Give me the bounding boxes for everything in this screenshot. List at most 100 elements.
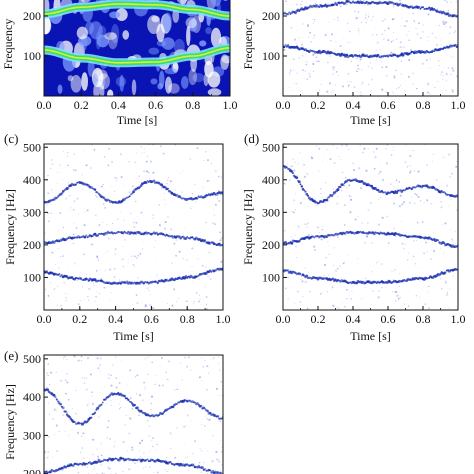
- noise-point: [55, 410, 57, 412]
- noise-point: [125, 414, 127, 417]
- noise-point: [450, 73, 452, 76]
- noise-point: [355, 17, 358, 20]
- noise-point: [193, 462, 195, 464]
- x-tick-label: 0.8: [416, 98, 431, 112]
- curve-2-point: [167, 187, 169, 190]
- noise-point: [212, 357, 215, 359]
- noise-point: [107, 419, 110, 422]
- noise-point: [307, 25, 309, 28]
- noise-point: [379, 170, 382, 173]
- noise-point: [336, 202, 339, 205]
- noise-point: [362, 52, 364, 54]
- curve-0-point: [364, 1, 367, 5]
- noise-point: [428, 307, 431, 310]
- noise-point: [362, 151, 364, 154]
- heatmap-blob: [57, 84, 63, 94]
- noise-point: [154, 383, 156, 385]
- noise-point: [60, 304, 62, 307]
- noise-point: [83, 382, 86, 385]
- heatmap-blob: [186, 26, 191, 46]
- noise-point: [144, 304, 147, 307]
- noise-point: [390, 40, 393, 43]
- noise-point: [375, 49, 377, 52]
- noise-point: [452, 55, 454, 57]
- noise-point: [354, 10, 356, 13]
- noise-point: [430, 258, 432, 260]
- noise-point: [446, 72, 448, 74]
- noise-point: [308, 72, 311, 75]
- noise-point: [333, 18, 335, 20]
- noise-point: [166, 152, 168, 154]
- noise-point: [386, 144, 389, 146]
- noise-point: [367, 16, 370, 18]
- noise-point: [96, 255, 99, 258]
- noise-point: [207, 275, 210, 278]
- noise-point: [379, 223, 381, 225]
- noise-point: [118, 403, 120, 405]
- noise-point: [64, 292, 67, 295]
- noise-point: [77, 213, 80, 215]
- noise-point: [198, 461, 201, 464]
- noise-point: [343, 224, 346, 226]
- curve-1-point: [135, 406, 139, 410]
- noise-point: [338, 307, 340, 310]
- curve-2-point: [307, 194, 309, 197]
- noise-point: [337, 19, 339, 22]
- heatmap-blob: [156, 40, 167, 47]
- noise-point: [87, 296, 89, 298]
- noise-point: [343, 204, 346, 207]
- noise-point: [409, 155, 412, 158]
- noise-point: [290, 165, 293, 168]
- x-tick-label: 1.0: [223, 98, 238, 112]
- noise-point: [303, 163, 306, 166]
- noise-point: [359, 58, 362, 61]
- noise-point: [95, 270, 98, 272]
- noise-point: [85, 164, 88, 167]
- noise-point: [65, 356, 67, 358]
- x-tick-label: 1.0: [216, 312, 231, 326]
- noise-point: [72, 407, 74, 409]
- noise-point: [365, 235, 369, 238]
- noise-point: [427, 91, 429, 93]
- noise-point: [160, 366, 162, 368]
- noise-point: [295, 83, 297, 85]
- noise-point: [217, 194, 219, 197]
- noise-point: [220, 260, 223, 263]
- noise-point: [426, 28, 427, 30]
- noise-point: [203, 415, 206, 418]
- noise-point: [204, 359, 206, 362]
- noise-point: [169, 180, 172, 183]
- noise-point: [74, 169, 77, 172]
- noise-point: [49, 371, 53, 374]
- y-tick-label: 100: [23, 270, 41, 284]
- noise-point: [440, 278, 442, 280]
- heatmap-blob: [148, 47, 160, 55]
- noise-point: [385, 74, 388, 77]
- noise-point: [313, 18, 316, 21]
- curve-1-point: [123, 394, 126, 398]
- noise-point: [290, 70, 292, 72]
- noise-point: [415, 295, 417, 297]
- y-tick-label: 200: [23, 9, 41, 23]
- noise-point: [128, 468, 131, 471]
- noise-point: [414, 202, 416, 205]
- x-tick-label: 0.4: [346, 98, 361, 112]
- noise-point: [81, 435, 83, 437]
- curve-1-point: [376, 53, 380, 57]
- noise-point: [357, 215, 359, 217]
- noise-point: [367, 209, 369, 210]
- noise-point: [64, 379, 67, 382]
- noise-point: [301, 43, 304, 46]
- noise-point: [399, 273, 401, 275]
- noise-point: [442, 19, 444, 21]
- noise-point: [396, 38, 398, 40]
- y-tick-label: 100: [262, 49, 280, 63]
- curve-0-point: [433, 8, 436, 10]
- noise-point: [297, 44, 299, 46]
- x-tick-label: 0.6: [381, 98, 396, 112]
- noise-point: [393, 76, 396, 79]
- heatmap-blob: [192, 73, 205, 83]
- noise-point: [348, 148, 350, 150]
- noise-point: [115, 386, 118, 389]
